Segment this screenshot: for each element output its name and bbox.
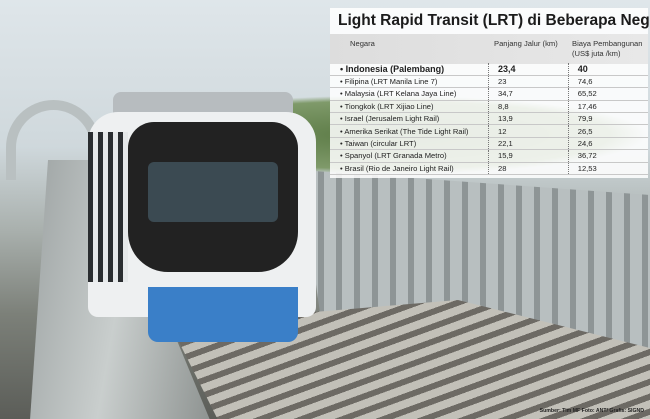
length-cell: 28 [487, 162, 569, 176]
table-row: • Spanyol (LRT Granada Metro) 15,9 36,72 [330, 149, 648, 163]
length-cell: 22,1 [487, 137, 569, 151]
length-cell: 23 [487, 75, 569, 89]
table-title: Light Rapid Transit (LRT) di Beberapa Ne… [338, 12, 650, 29]
length-cell: 23,4 [487, 63, 569, 76]
country-cell: • Filipina (LRT Manila Line 7) [330, 75, 489, 89]
country-cell: • Malaysia (LRT Kelana Jaya Line) [330, 87, 489, 101]
length-cell: 15,9 [487, 149, 569, 163]
lrt-train [88, 92, 316, 342]
table-row: • Brasil (Rio de Janeiro Light Rail) 28 12… [330, 162, 648, 176]
country-cell: • Israel (Jerusalem Light Rail) [330, 112, 489, 126]
table-header: Negara Panjang Jalur (km) Biaya Pembangu… [330, 34, 648, 64]
cost-cell: 24,6 [567, 137, 648, 151]
cost-cell: 79,9 [567, 112, 648, 126]
country-cell: • Tiongkok (LRT Xijiao Line) [330, 100, 489, 114]
country-cell: • Indonesia (Palembang) [330, 63, 489, 76]
table-row: • Amerika Serikat (The Tide Light Rail) 1… [330, 124, 648, 138]
length-cell: 13,9 [487, 112, 569, 126]
header-country: Negara [350, 39, 375, 48]
header-length: Panjang Jalur (km) [494, 39, 558, 48]
header-cost: Biaya Pembangunan (US$ juta /km) [572, 39, 643, 58]
length-cell: 12 [487, 124, 569, 138]
table-row: • Malaysia (LRT Kelana Jaya Line) 34,7 65,… [330, 87, 648, 101]
table-row: • Tiongkok (LRT Xijiao Line) 8,8 17,46 [330, 100, 648, 114]
cost-cell: 65,52 [567, 87, 648, 101]
country-cell: • Brasil (Rio de Janeiro Light Rail) [330, 162, 489, 176]
length-cell: 34,7 [487, 87, 569, 101]
country-cell: • Taiwan (circular LRT) [330, 137, 489, 151]
length-cell: 8,8 [487, 100, 569, 114]
table-row: • Indonesia (Palembang) 23,4 40 [330, 63, 648, 76]
table-row: • Filipina (LRT Manila Line 7) 23 74,6 [330, 75, 648, 89]
lrt-table: • Indonesia (Palembang) 23,4 40 • Filipina … [330, 63, 648, 176]
country-cell: • Spanyol (LRT Granada Metro) [330, 149, 489, 163]
cost-cell: 12,53 [567, 162, 648, 176]
cost-cell: 74,6 [567, 75, 648, 89]
table-row: • Israel (Jerusalem Light Rail) 13,9 79,9 [330, 112, 648, 126]
cost-cell: 26,5 [567, 124, 648, 138]
source-credit: Sumber: Tim MF Foto: ANT/ Grafis: SIGND [539, 408, 644, 414]
cost-cell: 36,72 [567, 149, 648, 163]
cost-cell: 17,46 [567, 100, 648, 114]
lrt-table-panel: Light Rapid Transit (LRT) di Beberapa Ne… [330, 8, 650, 178]
cost-cell: 40 [567, 63, 648, 76]
country-cell: • Amerika Serikat (The Tide Light Rail) [330, 124, 489, 138]
table-row: • Taiwan (circular LRT) 22,1 24,6 [330, 137, 648, 151]
